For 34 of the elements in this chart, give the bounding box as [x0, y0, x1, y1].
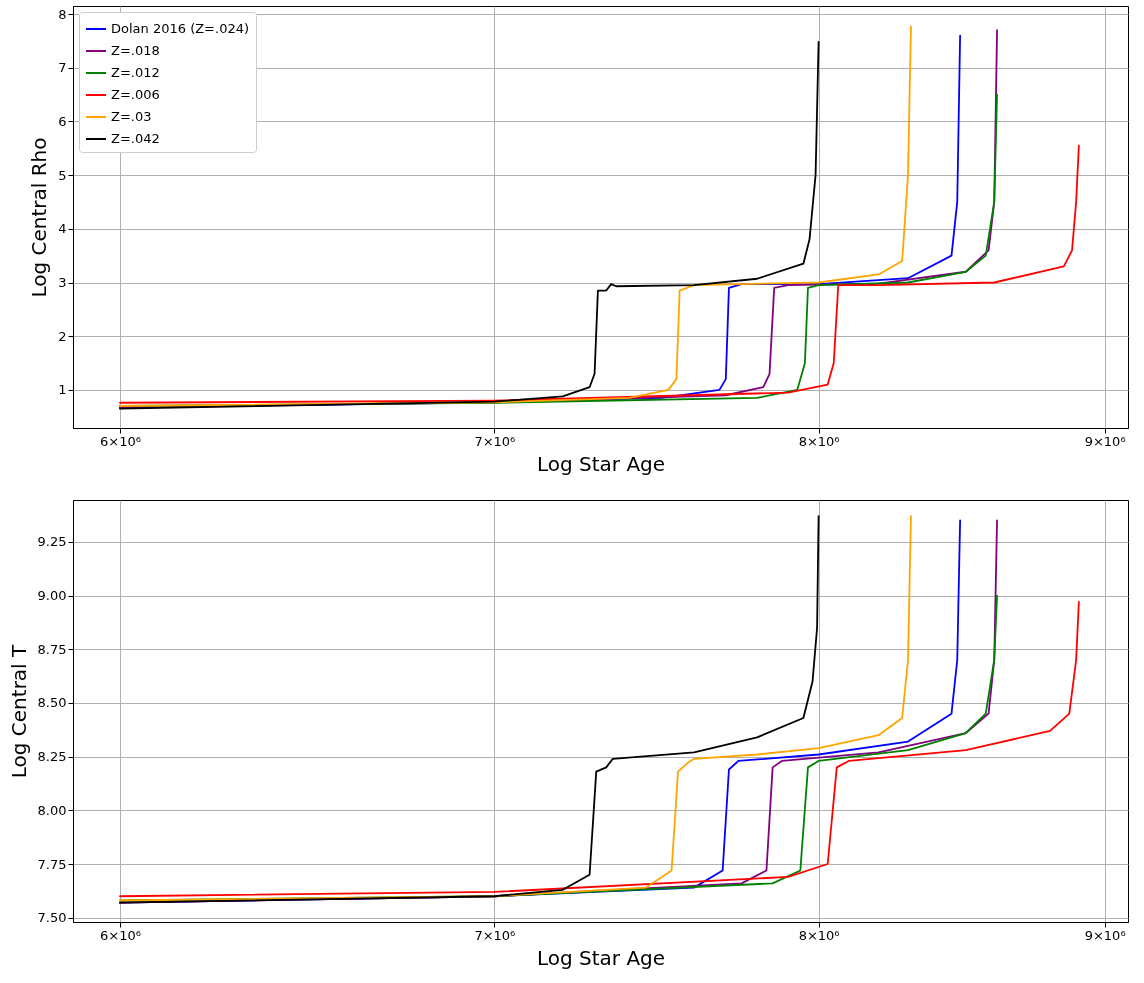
- y-tick-label: 5: [58, 167, 67, 183]
- legend-label: Dolan 2016 (Z=.024): [111, 21, 250, 36]
- x-axis-title: Log Star Age: [536, 451, 666, 476]
- legend-label: Z=.03: [111, 109, 152, 124]
- y-tick-label: 4: [58, 221, 67, 237]
- y-axis-title: Log Central T: [6, 643, 31, 779]
- y-tick-label: 6: [58, 113, 67, 129]
- y-tick-label: 2: [58, 328, 67, 344]
- y-tick-label: 3: [58, 275, 67, 290]
- y-tick-label: 9.00: [37, 588, 67, 604]
- y-tick-label: 7.50: [37, 910, 67, 926]
- y-tick-label: 8.75: [37, 641, 67, 657]
- y-tick-label: 8.50: [37, 695, 67, 711]
- x-tick-label: 7×10⁶: [474, 927, 516, 943]
- x-tick-label: 6×10⁶: [100, 433, 141, 449]
- y-tick-label: 8.00: [37, 802, 67, 818]
- x-tick-label: 8×10⁶: [798, 927, 840, 943]
- legend-label: Z=.006: [111, 87, 160, 102]
- y-tick-label: 8: [58, 6, 67, 22]
- legend-label: Z=.012: [111, 65, 160, 80]
- y-axis-title: Log Central Rho: [27, 137, 52, 298]
- legend-label: Z=.042: [111, 131, 160, 146]
- x-tick-label: 8×10⁶: [798, 433, 840, 449]
- y-tick-label: 7: [58, 60, 67, 76]
- y-tick-label: 1: [58, 382, 67, 398]
- x-tick-label: 9×10⁶: [1084, 433, 1126, 449]
- x-tick-label: 7×10⁶: [474, 433, 516, 449]
- x-axis-title: Log Star Age: [536, 945, 666, 970]
- x-tick-label: 9×10⁶: [1084, 927, 1126, 943]
- y-tick-label: 8.25: [37, 749, 67, 765]
- y-tick-label: 7.75: [37, 856, 67, 872]
- legend-label: Z=.018: [111, 43, 160, 58]
- y-tick-label: 9.25: [37, 534, 67, 550]
- x-tick-label: 6×10⁶: [100, 927, 141, 943]
